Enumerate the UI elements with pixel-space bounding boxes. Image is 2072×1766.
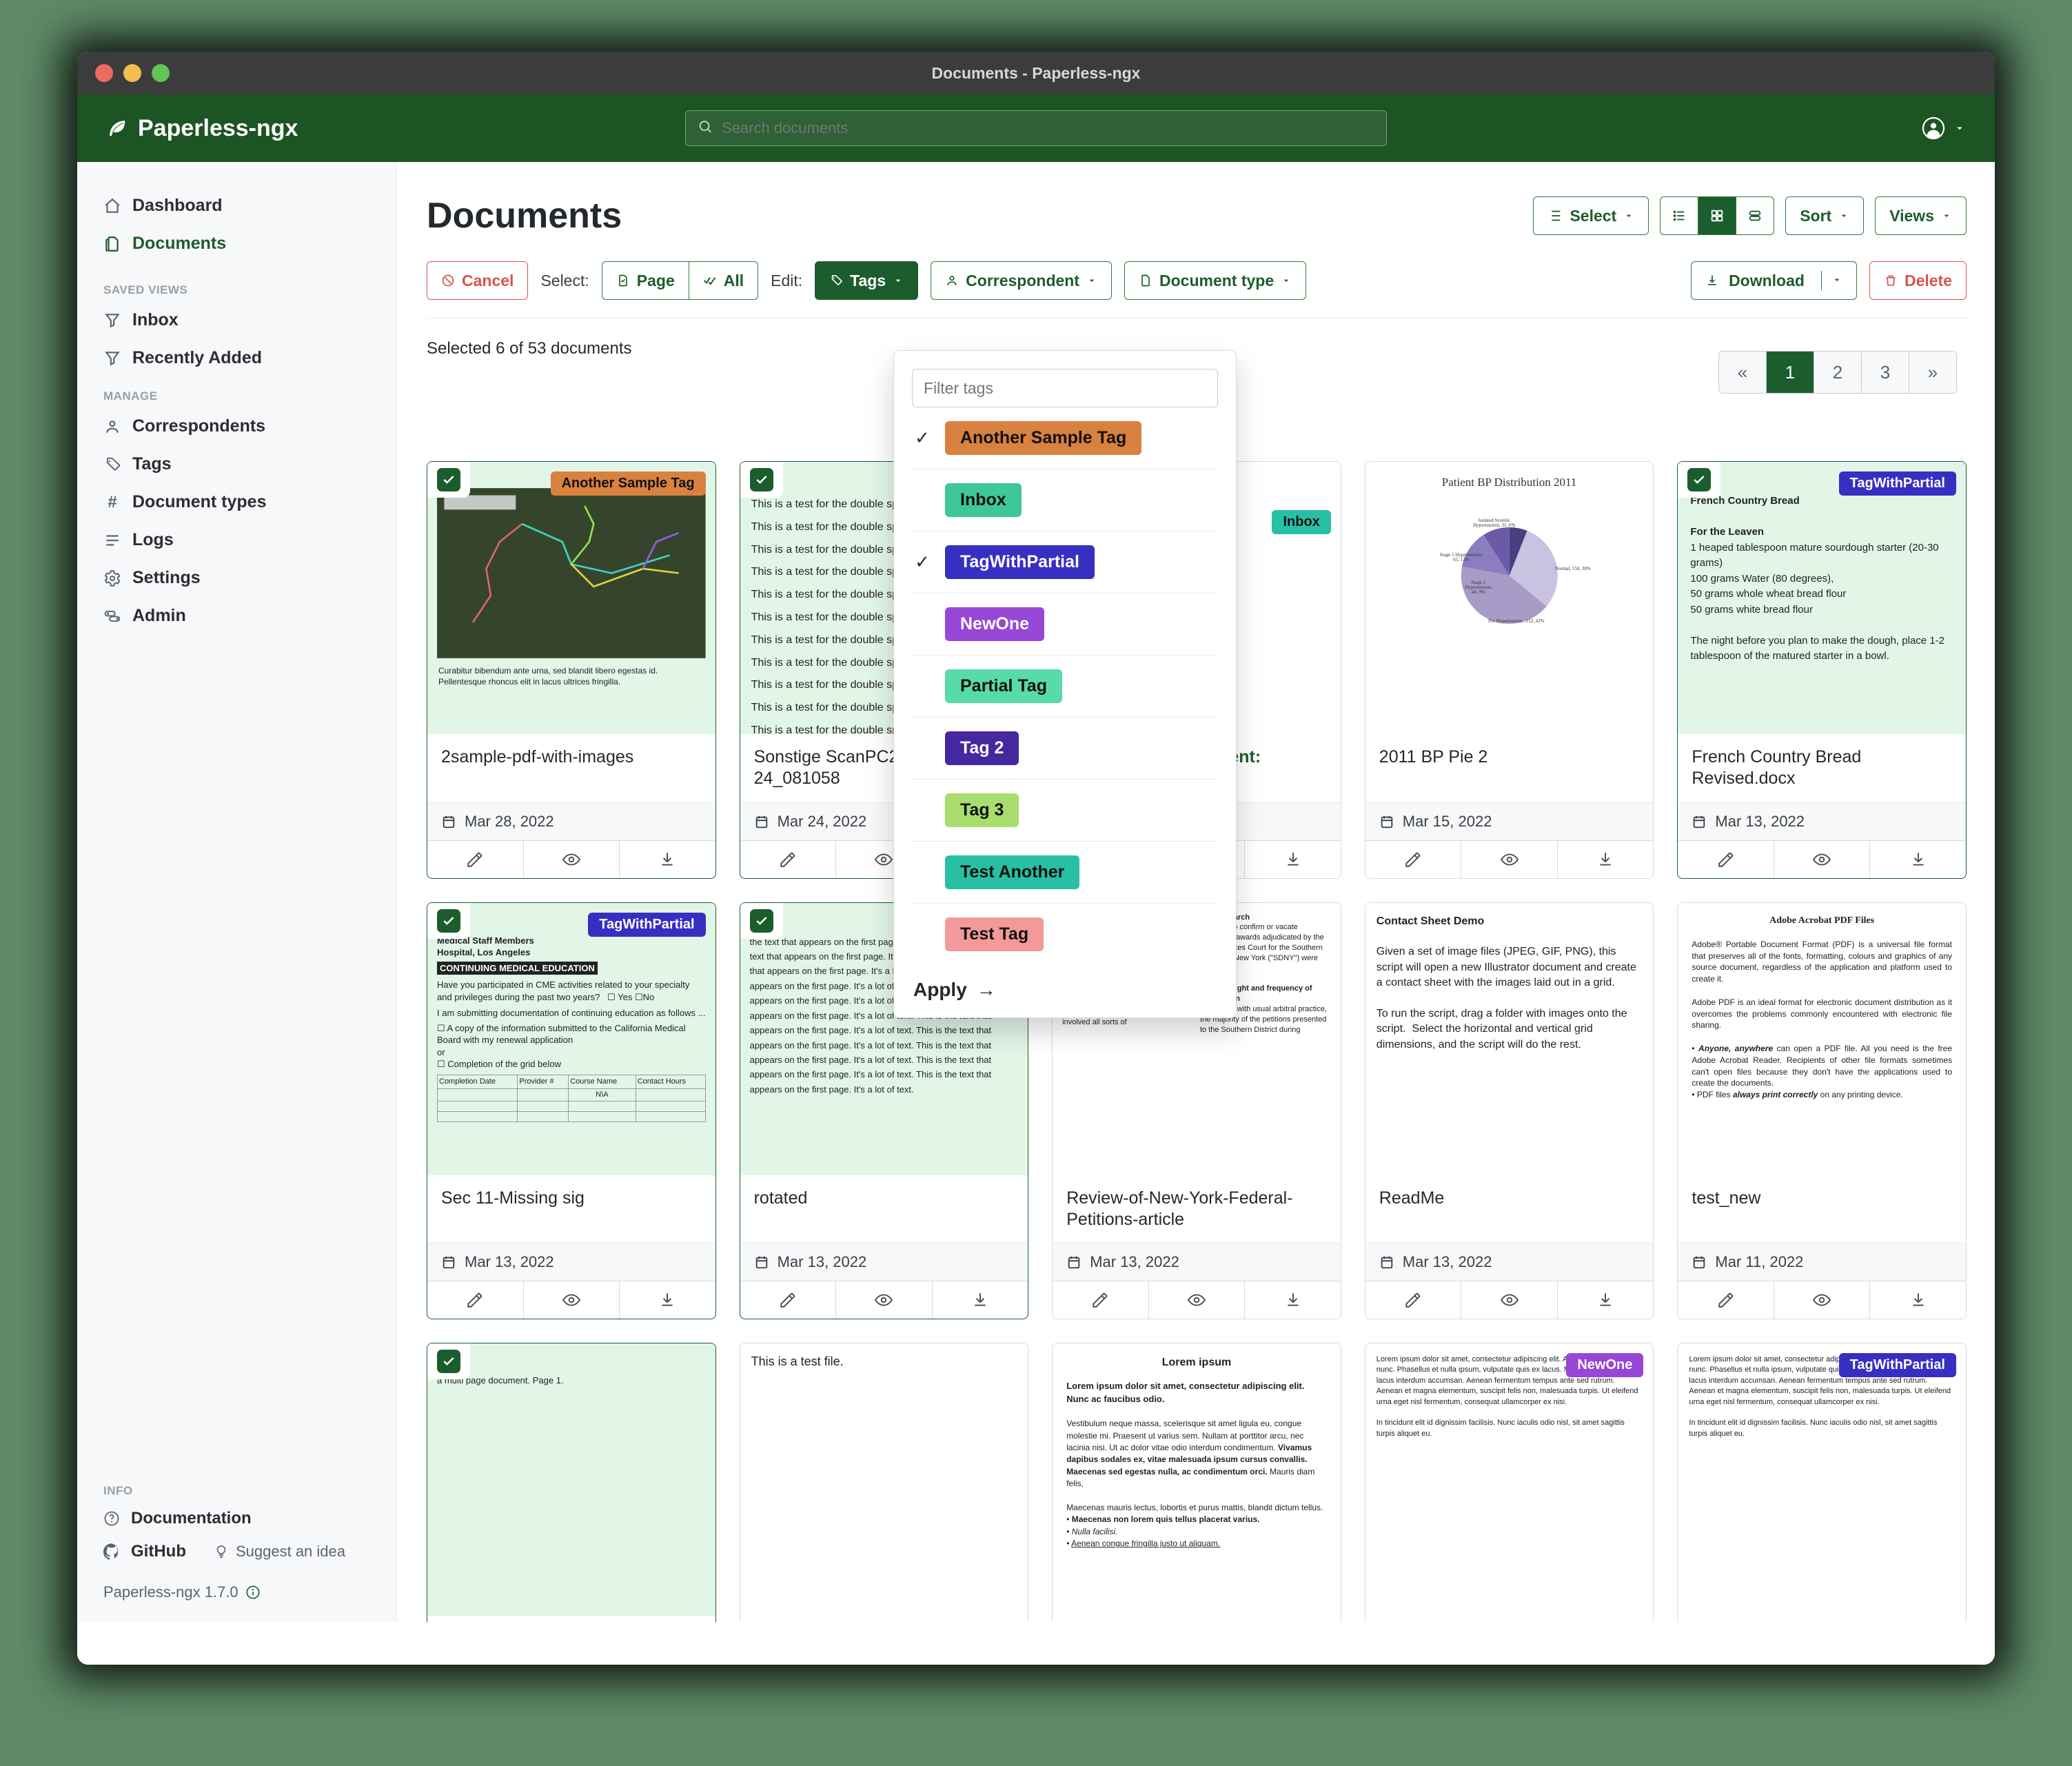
svg-text:44, 9%: 44, 9%: [1472, 589, 1485, 595]
svg-text:Pre-Hypertension , 212, 42%: Pre-Hypertension , 212, 42%: [1488, 618, 1545, 624]
svg-text:Hypertension, 31, 6%: Hypertension, 31, 6%: [1473, 522, 1515, 528]
svg-text:65, 13%: 65, 13%: [1453, 557, 1470, 562]
svg-text:Normal, 150, 30%: Normal, 150, 30%: [1555, 566, 1591, 571]
